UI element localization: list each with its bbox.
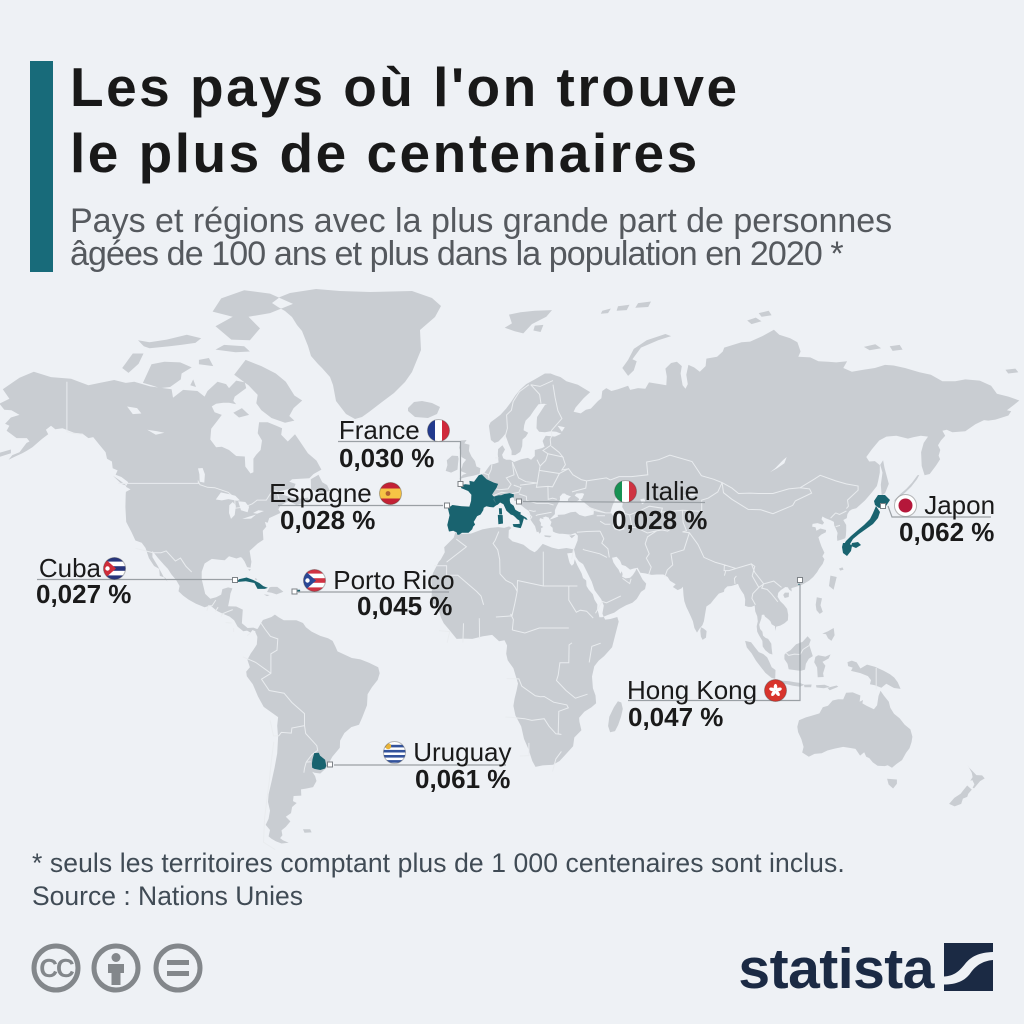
svg-text:CC: CC — [39, 953, 75, 983]
